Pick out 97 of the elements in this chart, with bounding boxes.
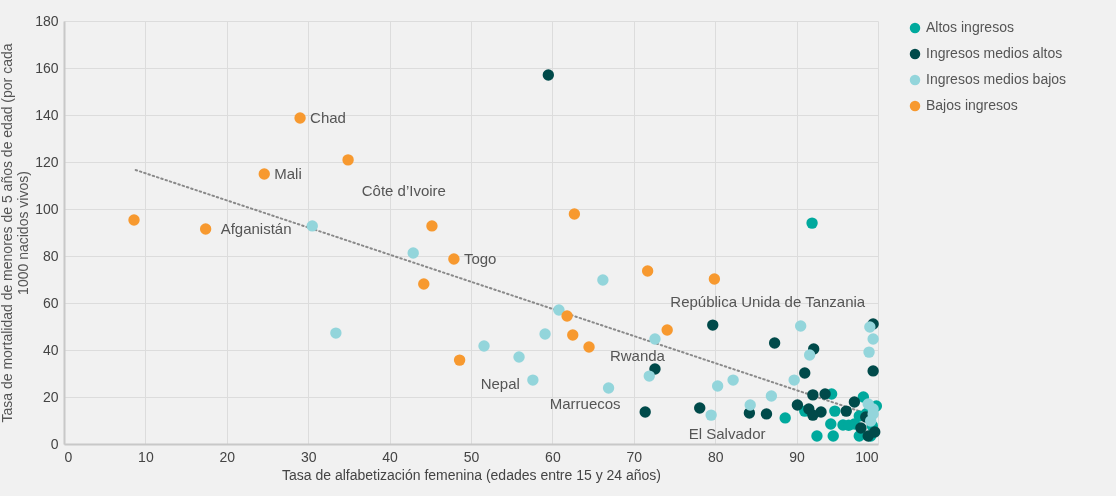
y-tick-label: 140 xyxy=(35,106,59,123)
point xyxy=(867,365,879,377)
x-tick-label: 60 xyxy=(545,448,561,465)
point xyxy=(527,374,539,386)
point xyxy=(727,374,739,386)
point xyxy=(597,274,609,286)
x-tick-label: 0 xyxy=(64,448,73,465)
point xyxy=(694,402,706,414)
point xyxy=(330,327,342,339)
point xyxy=(567,329,579,341)
point xyxy=(788,374,800,386)
point xyxy=(760,408,773,420)
annotation: Mali xyxy=(274,164,302,182)
point xyxy=(811,430,823,442)
point xyxy=(407,247,419,259)
point xyxy=(807,409,819,421)
point xyxy=(542,69,555,81)
annotation: República Unida de Tanzania xyxy=(670,293,866,311)
point xyxy=(568,208,581,220)
point xyxy=(661,324,673,336)
point xyxy=(794,320,807,332)
y-tick-label: 100 xyxy=(35,200,59,217)
y-tick-label: 0 xyxy=(50,435,59,452)
point xyxy=(806,217,818,229)
point xyxy=(342,154,354,166)
point xyxy=(869,426,881,438)
y-tick-label: 80 xyxy=(42,247,59,264)
point xyxy=(643,370,655,382)
point xyxy=(583,341,595,353)
x-tick-label: 100 xyxy=(855,448,879,465)
point xyxy=(711,380,724,392)
point xyxy=(867,333,879,345)
point xyxy=(707,319,719,331)
y-tick-label: 40 xyxy=(42,341,59,358)
y-tick-label: 120 xyxy=(35,153,59,170)
point xyxy=(807,389,819,401)
point xyxy=(478,340,490,352)
annotation: El Salvador xyxy=(688,425,766,443)
point xyxy=(803,349,816,361)
annotation: Côte d’Ivoire xyxy=(361,181,446,199)
point xyxy=(539,328,551,340)
point xyxy=(855,422,867,434)
point xyxy=(791,399,804,411)
point xyxy=(418,278,430,290)
annotation: Rwanda xyxy=(609,347,666,365)
annotation: Marruecos xyxy=(549,395,621,413)
y-tick-label: 180 xyxy=(35,12,59,29)
point xyxy=(649,333,661,345)
point xyxy=(705,409,717,421)
x-tick-label: 40 xyxy=(382,448,399,465)
point xyxy=(426,220,438,232)
legend-label: Altos ingresos xyxy=(926,19,1014,35)
annotation: Togo xyxy=(463,250,497,268)
point xyxy=(768,337,781,349)
annotation: Chad xyxy=(310,109,346,127)
point xyxy=(799,367,811,379)
point xyxy=(128,214,140,226)
point xyxy=(294,112,306,124)
legend-label: Bajos ingresos xyxy=(926,97,1018,113)
x-tick-label: 70 xyxy=(626,448,643,465)
point xyxy=(553,304,565,316)
point xyxy=(848,396,861,408)
y-tick-label: 160 xyxy=(35,59,59,76)
annotation: Nepal xyxy=(480,375,520,393)
point xyxy=(306,220,318,232)
point xyxy=(825,418,837,430)
point xyxy=(448,253,460,265)
x-tick-label: 20 xyxy=(219,448,236,465)
x-tick-label: 10 xyxy=(138,448,154,465)
point xyxy=(561,310,573,322)
x-axis-title: Tasa de alfabetización femenina (edades entre 15 y 24 años) xyxy=(281,466,662,483)
point xyxy=(829,405,841,417)
point xyxy=(641,265,654,277)
point xyxy=(827,430,839,442)
legend-label: Ingresos medios altos xyxy=(926,45,1063,61)
point xyxy=(513,351,525,363)
x-tick-label: 80 xyxy=(707,448,724,465)
point xyxy=(863,346,875,358)
x-tick-label: 30 xyxy=(300,448,317,465)
point xyxy=(765,390,778,402)
annotation: Afganistán xyxy=(220,219,292,237)
point xyxy=(819,388,831,400)
point xyxy=(779,412,791,424)
point xyxy=(453,354,466,366)
y-tick-label: 20 xyxy=(42,388,59,405)
point xyxy=(639,406,651,418)
y-tick-label: 60 xyxy=(42,294,59,311)
point xyxy=(744,399,756,411)
x-tick-label: 50 xyxy=(463,448,480,465)
point xyxy=(708,273,721,285)
point xyxy=(199,223,212,235)
y-axis-title: Tasa de mortalidad de menores de 5 años de edad (por cada 1000 nacidos vivos) xyxy=(0,43,32,423)
point xyxy=(840,405,852,417)
point xyxy=(258,168,270,180)
legend-label: Ingresos medios bajos xyxy=(926,71,1067,87)
x-tick-label: 90 xyxy=(789,448,806,465)
point xyxy=(602,382,615,394)
